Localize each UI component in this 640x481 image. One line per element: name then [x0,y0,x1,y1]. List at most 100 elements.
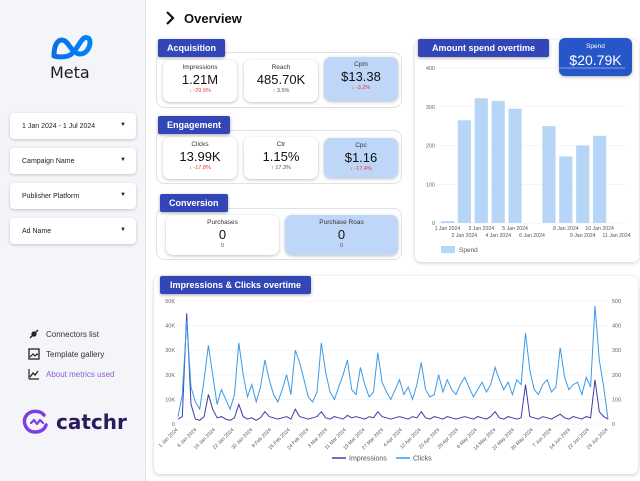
right-y-tick-label: 0 [612,422,615,428]
campaign-name-filter[interactable]: Campaign Name ▼ [10,148,136,174]
x-tick-label: 11 Jan 2024 [602,233,630,239]
chevron-down-icon: ▼ [120,122,126,128]
kpi-change: ↑ 17.3% [271,165,291,171]
y-tick-label: 300 [426,105,435,111]
y-tick-label: 200 [426,144,435,150]
clicks-line [177,305,609,420]
bar [474,98,488,223]
kpi-change: ↓ -29.9% [189,88,211,94]
bar [440,221,455,223]
kpi-sub: 0 [220,243,225,249]
legend-swatch [441,246,455,253]
bar [593,135,607,223]
y-tick-label: 100 [426,182,435,188]
reach-kpi[interactable]: Reach 485.70K ↑ 3.5% [244,60,318,102]
x-tick-label: 9 Jan 2024 [570,233,596,239]
kpi-value: 13.99K [179,149,221,164]
legend-label: Spend [459,247,478,254]
sidebar: Meta 1 Jan 2024 - 1 Jul 2024 ▼ Campaign … [0,0,146,481]
image-gallery-icon [28,348,40,360]
left-y-tick-label: 20K [165,373,175,379]
kpi-label: Purchases [207,219,238,226]
bar [491,100,505,223]
x-tick-label: 5 Jan 2024 [502,226,528,232]
chevron-right-icon[interactable] [164,10,176,26]
cpm-kpi[interactable]: Cpm $13.38 ↓ -3.2% [324,57,398,101]
x-tick-label: 8 Jan 2024 [553,226,579,232]
spend-kpi[interactable]: Spend $20.79K [559,38,632,76]
date-range-filter[interactable]: 1 Jan 2024 - 1 Jul 2024 ▼ [10,113,136,139]
x-tick-label: 10 Jan 2024 [585,226,614,232]
kpi-sub: 0 [339,243,344,249]
campaign-name-label: Campaign Name [22,157,75,165]
bar [508,108,522,223]
x-tick-label: 4 Jan 2024 [485,233,511,239]
left-y-tick-label: 0 [172,422,175,428]
kpi-label: Cpc [355,142,367,149]
x-tick-label: 2 Jan 2024 [452,233,478,239]
kpi-change: ↓ -17.4% [350,166,372,172]
publisher-platform-label: Publisher Platform [22,192,80,200]
catchr-logo-icon [22,409,48,434]
right-y-tick-label: 300 [612,348,621,354]
brand-name: Meta [50,63,90,82]
kpi-value: 485.70K [256,72,306,87]
y-tick-label: 400 [426,66,435,72]
left-y-tick-label: 50K [165,299,175,305]
cpc-kpi[interactable]: Cpc $1.16 ↓ -17.4% [324,138,398,178]
kpi-value: 1.15% [262,149,300,164]
spend-label: Spend [586,43,605,50]
spend-bar-chart: 0 100 200 300 400 1 Jan 2024 3 Jan 2024 5 Jan 2… [426,66,631,254]
ad-name-filter[interactable]: Ad Name ▼ [10,218,136,244]
spend-chart-title: Amount spend overtime [418,39,550,57]
ad-name-label: Ad Name [22,227,52,235]
impressions-line [177,313,609,421]
kpi-label: Purchase Roas [319,219,364,226]
purchase-roas-kpi[interactable]: Purchase Roas 0 0 [285,215,398,255]
acquisition-label: Acquisition [158,39,225,57]
purchases-kpi[interactable]: Purchases 0 0 [166,215,279,255]
kpi-label: Clicks [191,141,209,148]
meta-logo-icon [51,35,93,60]
about-metrics-label: About metrics used [46,369,115,379]
template-gallery-link[interactable]: Template gallery [28,348,104,360]
left-y-tick-label: 10K [165,397,175,403]
catchr-logo: catchr [22,409,127,435]
ctr-kpi[interactable]: Ctr 1.15% ↑ 17.3% [244,137,318,179]
catchr-brand: catchr [56,410,127,434]
bar [542,126,556,223]
spend-value: $20.79K [569,52,622,68]
line-chart-title: Impressions & Clicks overtime [160,276,312,294]
right-y-tick-label: 100 [612,397,621,403]
right-y-tick-label: 200 [612,373,621,379]
date-range-label: 1 Jan 2024 - 1 Jul 2024 [22,122,96,130]
kpi-value: 0 [218,227,227,242]
page-title: Overview [184,10,242,26]
x-tick-label: 3 Jan 2024 [468,226,494,232]
x-tick-label: 1 Jan 2024 [435,226,461,232]
about-metrics-link[interactable]: About metrics used [28,368,114,380]
legend-label: Clicks [413,456,432,463]
kpi-value: 1.21M [181,72,219,87]
kpi-change: ↓ -3.2% [351,85,371,91]
connectors-list-link[interactable]: Connectors list [28,328,99,340]
impressions-kpi[interactable]: Impressions 1.21M ↓ -29.9% [163,60,237,102]
kpi-change: ↓ -17.8% [189,165,211,171]
plug-icon [29,329,39,339]
y-tick-label: 0 [432,221,435,227]
bar [559,156,573,223]
left-y-tick-label: 30K [165,348,175,354]
kpi-label: Reach [271,64,291,71]
x-tick-label: 6 Jan 2024 [519,233,545,239]
kpi-label: Ctr [276,141,286,148]
left-y-tick-label: 40K [165,324,175,330]
right-y-tick-label: 500 [612,299,621,305]
kpi-label: Impressions [182,64,218,71]
right-y-tick-label: 400 [612,324,621,330]
kpi-label: Cpm [354,61,368,68]
clicks-kpi[interactable]: Clicks 13.99K ↓ -17.8% [163,137,237,179]
page-header: Overview [164,10,242,26]
main-panel: Overview Acquisition Impressions 1.21M ↓… [146,0,640,481]
publisher-platform-filter[interactable]: Publisher Platform ▼ [10,183,136,209]
